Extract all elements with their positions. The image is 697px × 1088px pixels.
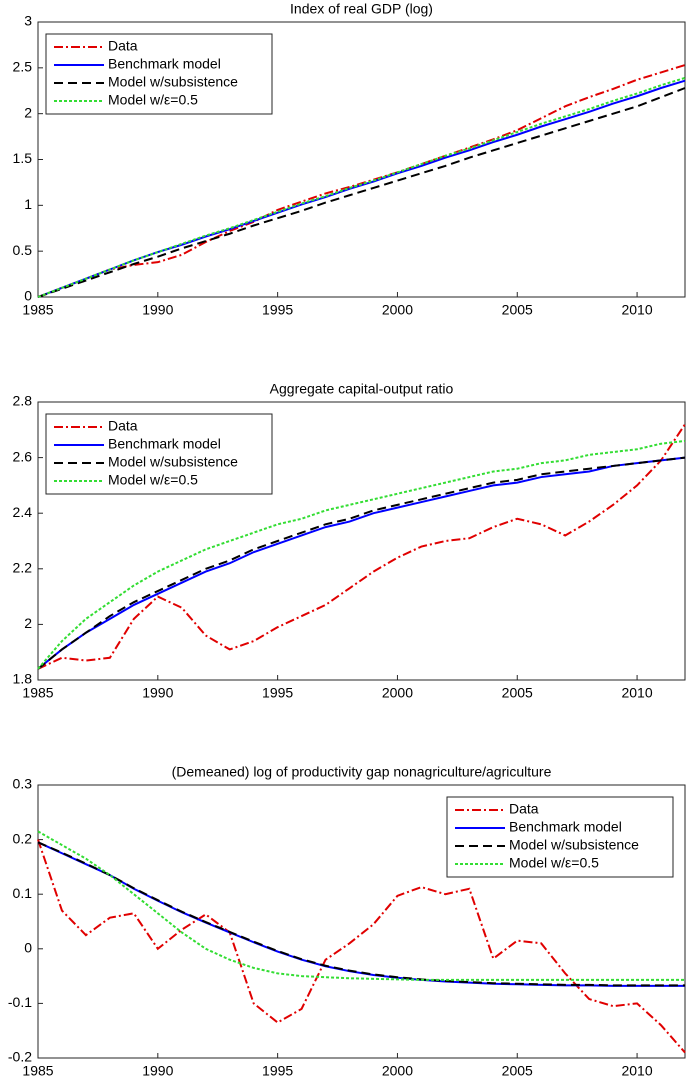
x-tick-label: 1995 [262, 685, 293, 701]
x-tick-label: 2005 [502, 302, 533, 318]
x-tick-label: 2010 [621, 685, 652, 701]
x-tick-label: 2000 [382, 1063, 413, 1079]
legend-label: Benchmark model [108, 56, 221, 72]
legend-label: Model w/ε=0.5 [108, 92, 198, 108]
legend-label: Model w/subsistence [509, 837, 639, 853]
x-tick-label: 1985 [22, 685, 53, 701]
x-tick-label: 1985 [22, 1063, 53, 1079]
series-line [37, 423, 686, 670]
x-tick-label: 2000 [382, 685, 413, 701]
legend-label: Data [509, 801, 539, 817]
y-tick-label: 3 [24, 13, 32, 29]
legend-label: Model w/subsistence [108, 454, 238, 470]
y-tick-label: 0 [24, 288, 32, 304]
y-tick-label: 0 [24, 940, 32, 956]
y-tick-label: 2.4 [13, 504, 33, 520]
series-line [37, 87, 686, 298]
x-tick-label: 1995 [262, 302, 293, 318]
y-tick-label: 2 [24, 615, 32, 631]
series-line [37, 456, 686, 670]
series-line [37, 76, 686, 298]
legend-label: Data [108, 418, 138, 434]
x-tick-label: 2000 [382, 302, 413, 318]
y-tick-label: 2 [24, 104, 32, 120]
x-tick-label: 1990 [142, 302, 173, 318]
x-tick-label: 1985 [22, 302, 53, 318]
y-tick-label: 0.2 [13, 830, 33, 846]
legend-label: Model w/ε=0.5 [108, 472, 198, 488]
chart-title: (Demeaned) log of productivity gap nonag… [172, 764, 552, 780]
series-line [37, 439, 686, 670]
y-tick-label: 1.5 [13, 150, 33, 166]
legend-label: Data [108, 38, 138, 54]
y-tick-label: 1 [24, 196, 32, 212]
legend-label: Model w/ε=0.5 [509, 855, 599, 871]
x-tick-label: 2005 [502, 1063, 533, 1079]
chart-title: Index of real GDP (log) [290, 1, 433, 17]
x-tick-label: 1990 [142, 685, 173, 701]
legend-label: Benchmark model [509, 819, 622, 835]
y-tick-label: 0.3 [13, 776, 33, 792]
x-tick-label: 2005 [502, 685, 533, 701]
x-tick-label: 1995 [262, 1063, 293, 1079]
y-tick-label: -0.1 [8, 994, 32, 1010]
y-tick-label: -0.2 [8, 1049, 32, 1065]
chart-title: Aggregate capital-output ratio [270, 381, 454, 397]
y-tick-label: 2.6 [13, 448, 33, 464]
series-line [37, 456, 686, 670]
x-tick-label: 2010 [621, 302, 652, 318]
legend-label: Benchmark model [108, 436, 221, 452]
legend-label: Model w/subsistence [108, 74, 238, 90]
y-tick-label: 1.8 [13, 671, 33, 687]
y-tick-label: 0.1 [13, 885, 33, 901]
y-tick-label: 2.8 [13, 393, 33, 409]
series-line [37, 841, 685, 987]
y-tick-label: 2.5 [13, 59, 33, 75]
series-line [37, 830, 685, 981]
y-tick-label: 2.2 [13, 560, 33, 576]
x-tick-label: 1990 [142, 1063, 173, 1079]
y-tick-label: 0.5 [13, 242, 33, 258]
x-tick-label: 2010 [621, 1063, 652, 1079]
